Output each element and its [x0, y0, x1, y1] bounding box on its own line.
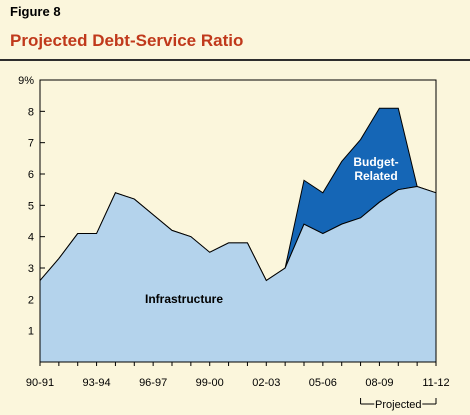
x-tick-marks: [39, 362, 437, 366]
budget-related-label-line: Budget-: [353, 155, 398, 169]
title-rule: [0, 59, 470, 61]
x-tick-label: 96-97: [139, 377, 167, 389]
x-tick-labels: 90-91 93-94 96-97 99-00 02-03 05-06 08-09 11-12: [26, 377, 450, 389]
y-tick-label: 1: [28, 326, 34, 338]
y-tick-label: 5: [28, 200, 34, 212]
budget-related-label: Budget-Related: [353, 155, 398, 183]
plot-areas: [39, 107, 437, 363]
y-tick-labels: 9% 8 7 6 5 4 3 2 1: [18, 75, 34, 338]
y-tick-label: 4: [28, 232, 34, 244]
infrastructure-label: Infrastructure: [145, 292, 223, 306]
x-tick-label: 93-94: [83, 377, 111, 389]
projected-label: Projected: [375, 399, 421, 411]
x-tick-label: 05-06: [309, 377, 337, 389]
x-tick-label: 99-00: [196, 377, 224, 389]
y-tick-label: 3: [28, 263, 34, 275]
x-tick-label: 02-03: [252, 377, 280, 389]
y-tick-label: 6: [28, 169, 34, 181]
y-tick-label: 9%: [18, 75, 34, 87]
y-tick-label: 7: [28, 138, 34, 150]
x-tick-label: 90-91: [26, 377, 54, 389]
plot-frame: [39, 79, 437, 363]
budget-related-label-line: Related: [354, 169, 397, 183]
figure-label: Figure 8: [10, 4, 61, 19]
y-tick-label: 8: [28, 106, 34, 118]
x-tick-label: 11-12: [422, 377, 449, 389]
y-tick-label: 2: [28, 294, 34, 306]
infrastructure-area: [39, 186, 437, 363]
projected-bracket: Projected: [360, 398, 437, 411]
figure-title: Projected Debt-Service Ratio: [10, 31, 244, 50]
x-tick-label: 08-09: [365, 377, 393, 389]
